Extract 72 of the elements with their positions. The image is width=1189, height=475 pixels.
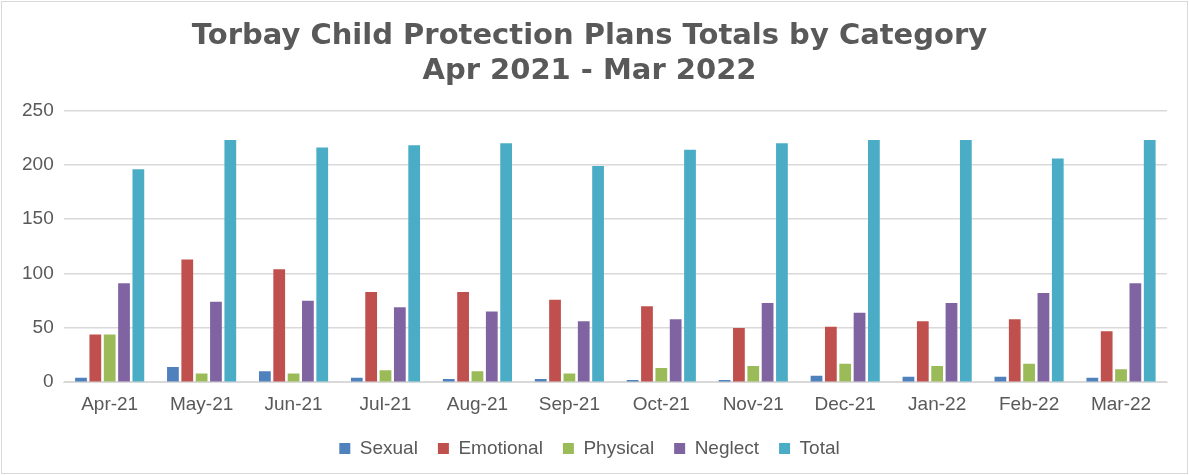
x-tick-label: Apr-21 [81,392,139,414]
x-tick-label: Aug-21 [446,392,509,414]
bar [1100,331,1113,382]
legend-label: Total [799,436,840,458]
bar [258,371,271,382]
y-tick-label: 100 [22,261,54,283]
y-tick-label: 0 [43,370,54,392]
bar [549,299,561,382]
bar [824,326,837,382]
bar [210,301,222,382]
bar [669,319,682,382]
bar [1023,363,1035,382]
bar [1129,283,1142,382]
legend-label: Physical [583,436,655,458]
bar [224,139,237,382]
bar [747,365,760,382]
x-tick-label: Jan-22 [908,392,967,414]
x-tick-label: Feb-22 [998,392,1060,414]
bar [181,259,194,382]
x-tick-label: Sep-21 [538,392,601,414]
bar [733,327,745,382]
bar [655,368,668,382]
y-tick-label: 200 [22,153,54,175]
bar [365,292,378,382]
bar [302,300,314,382]
bar [776,143,788,382]
bar [868,139,880,382]
bar [379,370,392,382]
bar [853,312,866,382]
bar [408,145,421,382]
bar [761,302,774,382]
bar [1051,158,1064,382]
x-tick-label: May-21 [169,392,234,414]
y-tick-label: 250 [22,98,54,120]
bar [273,269,286,382]
bar [471,371,484,382]
bar [103,334,116,382]
x-tick-label: Jul-21 [359,392,412,414]
x-tick-label: Dec-21 [814,392,876,414]
bar [563,373,576,382]
y-tick-label: 150 [22,207,54,229]
legend-label: Emotional [458,436,543,458]
bar [316,147,329,382]
x-tick-label: Mar-22 [1090,392,1152,414]
bar [684,149,696,382]
x-tick-label: Jun-21 [264,392,323,414]
legend-label: Neglect [694,436,760,458]
bar [500,143,512,382]
bar [916,321,929,382]
bar [393,307,406,382]
bar [641,306,653,382]
bar [577,321,590,382]
bar [89,334,102,382]
chart-title: Torbay Child Protection Plans Totals by Category Apr 2021 - Mar 2022 [191,16,988,86]
bar [1115,369,1127,382]
bar [118,283,130,382]
bar [485,311,498,382]
bar [931,365,944,382]
bar [592,166,604,382]
y-tick-label: 50 [32,316,54,338]
bar [457,292,469,382]
x-tick-label: Nov-21 [722,392,784,414]
x-tick-label: Oct-21 [632,392,690,414]
legend-label: Sexual [359,436,418,458]
bar [945,302,958,382]
bar [839,363,852,382]
bar [959,139,972,382]
bar [167,366,179,382]
bar [1143,139,1156,382]
bar [132,169,145,382]
bar [1008,319,1021,382]
bar [1037,293,1050,382]
